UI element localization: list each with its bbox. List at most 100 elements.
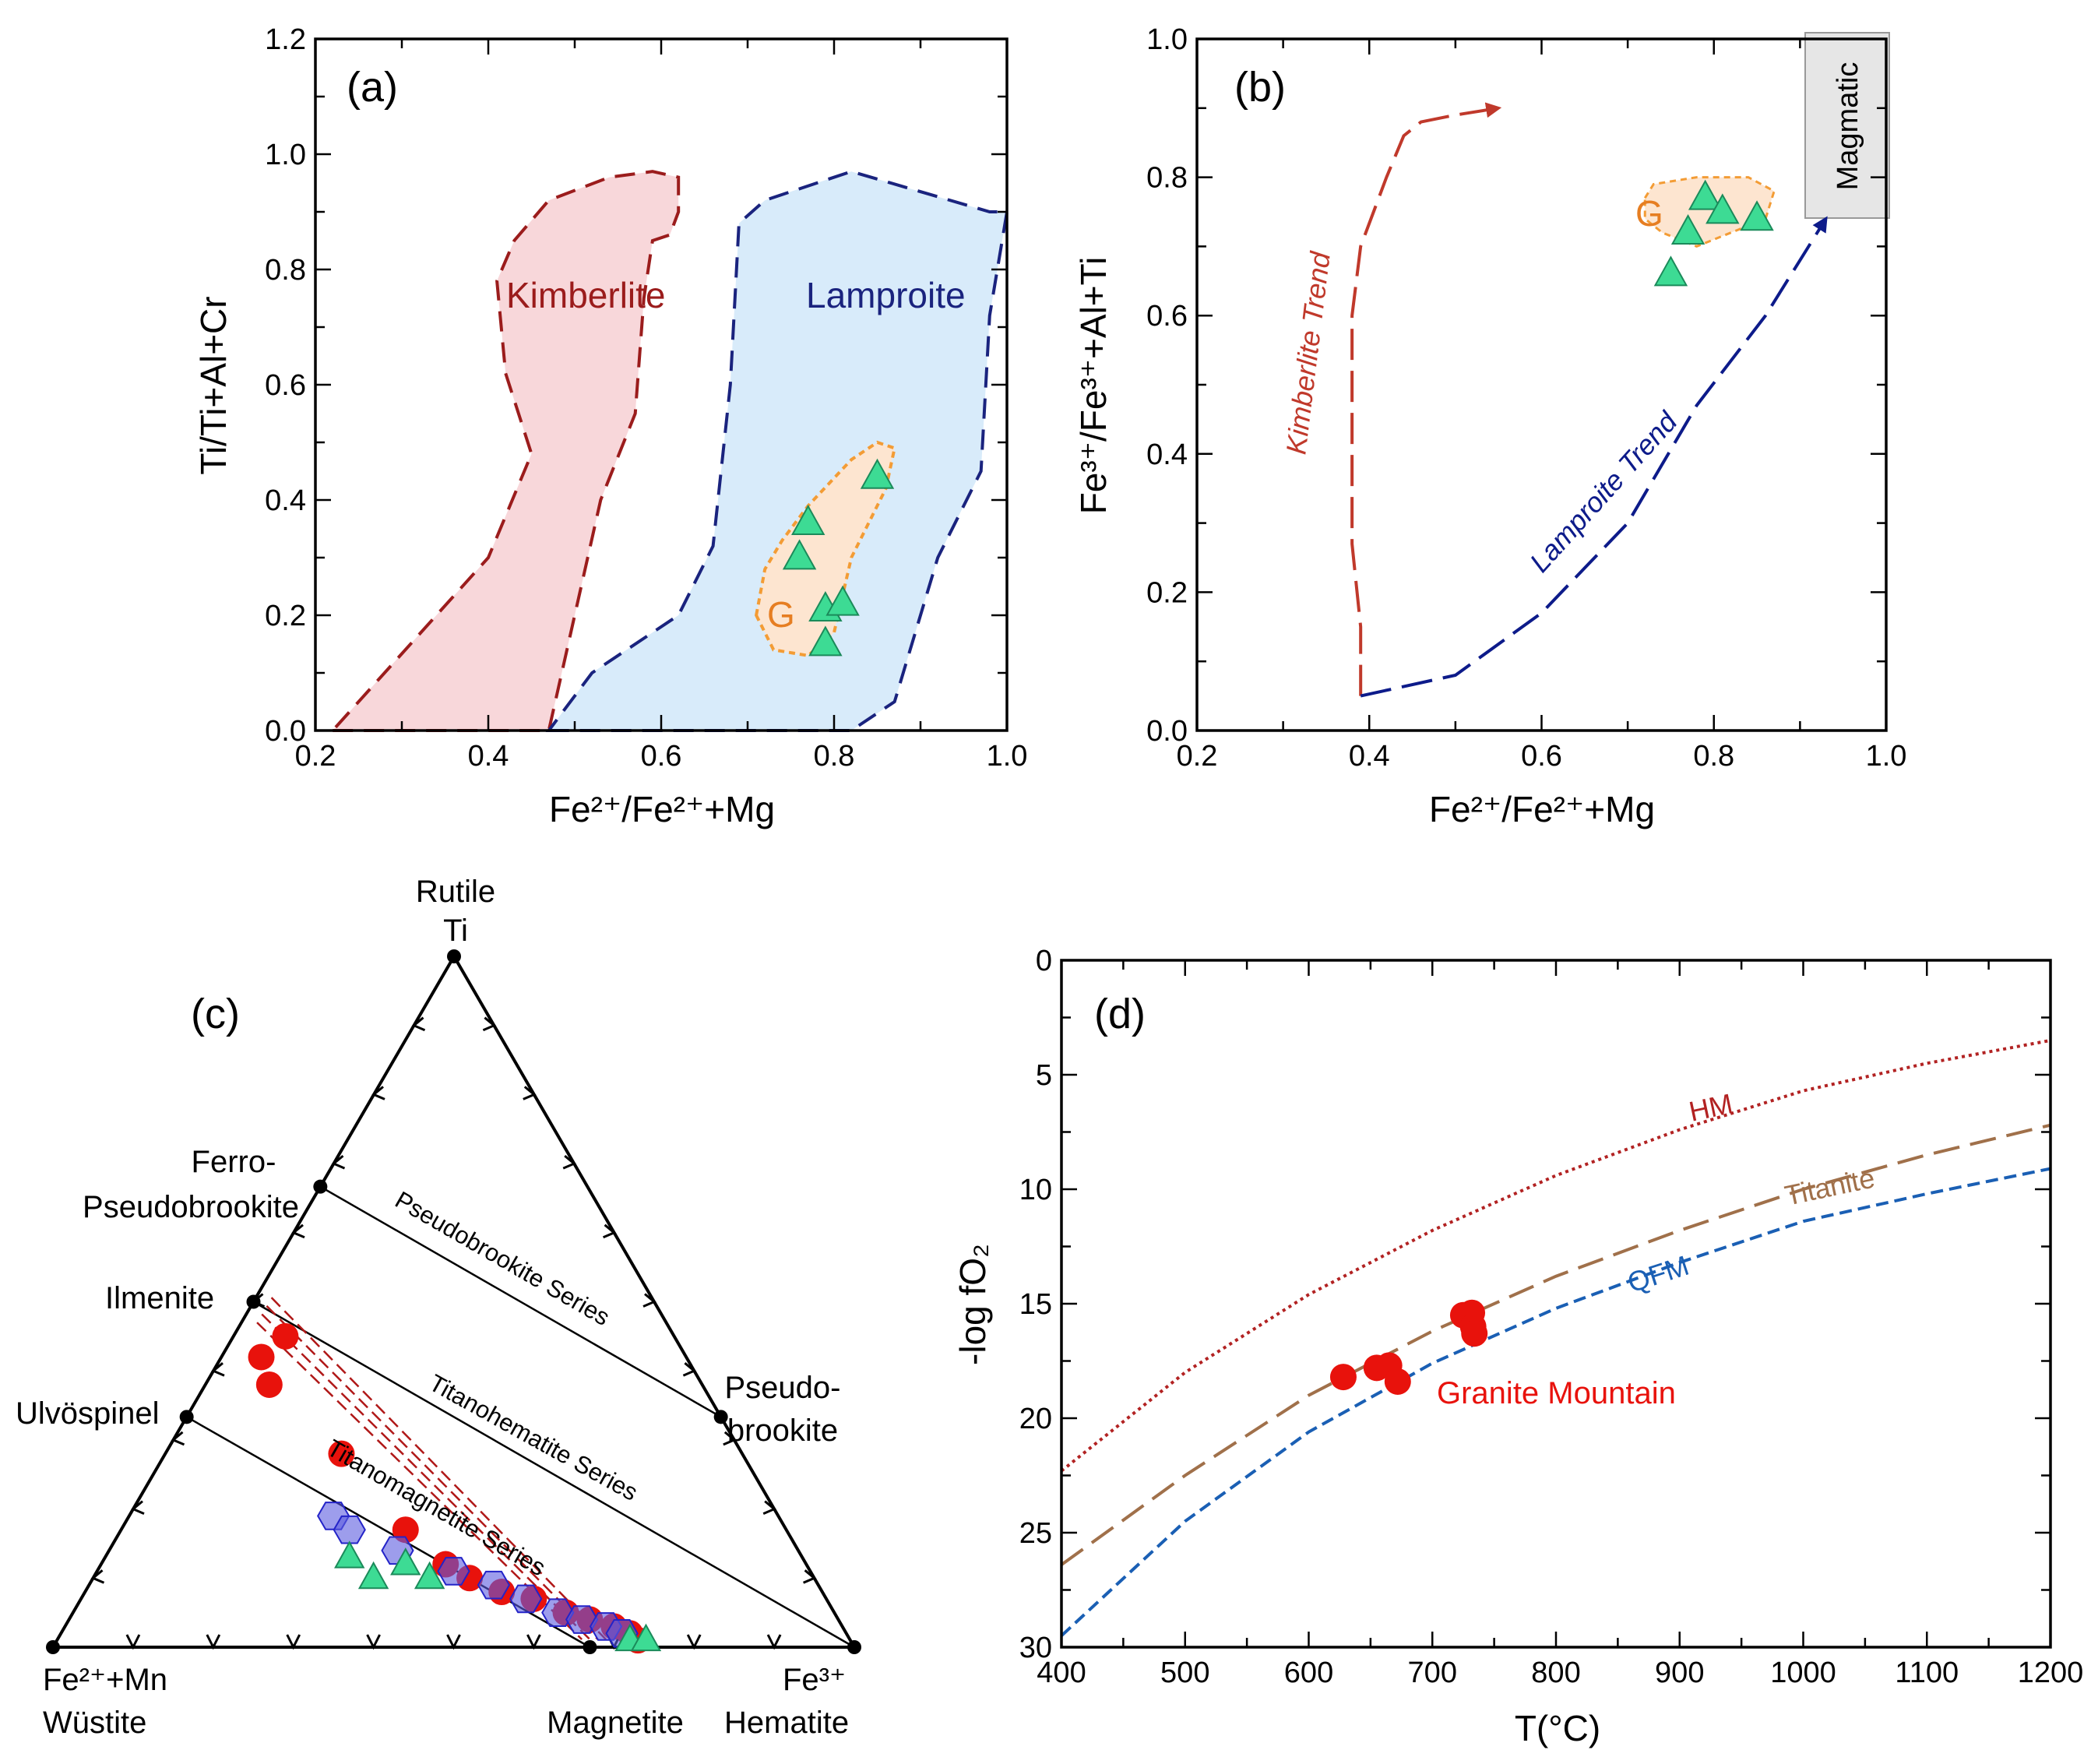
panel-a: 0.2 0.4 0.6 0.8 1.00.00.20.40.60.81.01.2 (a)… <box>193 23 1027 829</box>
field-kimberlite <box>329 170 681 732</box>
curve-label-hm: HM <box>1686 1087 1735 1128</box>
panel-b-ytick-label: 0.8 <box>1146 162 1188 195</box>
vertex-fe3: Fe³⁺ <box>783 1663 846 1697</box>
ternary-tick-left <box>411 1016 426 1032</box>
ternary-tick-right <box>642 1293 657 1308</box>
field-g <box>1643 176 1776 248</box>
field-label-kimberlite: Kimberlite <box>506 275 666 315</box>
ternary-node <box>583 1640 597 1654</box>
panel-b-xlabel: Fe²⁺/Fe²⁺+Mg <box>1429 789 1655 829</box>
ternary-node <box>246 1294 261 1309</box>
granite-mountain-point <box>1653 255 1688 287</box>
panel-d-xtick-label: 900 <box>1655 1657 1704 1689</box>
ternary-tick-right <box>682 1362 697 1377</box>
vertex-wustite: Wüstite <box>43 1706 146 1740</box>
panel-a-xtick-label: 0.6 <box>641 740 682 773</box>
ternary-point-red <box>328 1440 355 1467</box>
panel-b-ytick-label: 0.2 <box>1146 576 1188 609</box>
panel-b-ylabel: Fe³⁺/Fe³⁺+Al+Ti <box>1073 257 1114 515</box>
ternary-tick-bottom <box>206 1634 221 1650</box>
pseudobrookite-series-line <box>319 1185 722 1418</box>
panel-d-ytick-label: 15 <box>1019 1288 1052 1321</box>
granite-mountain-point <box>808 625 843 657</box>
granite-mountain-point <box>791 504 825 535</box>
lamproite-trend-label: Lamproite Trend <box>1523 405 1684 578</box>
granite-mountain-point <box>1740 200 1774 231</box>
ternary-tick-right <box>562 1154 577 1170</box>
curve-qfm <box>1060 1167 2051 1637</box>
panel-a-label: (a) <box>347 64 398 111</box>
panel-d-ytick-label: 0 <box>1036 945 1052 977</box>
ternary-point-green <box>357 1561 389 1590</box>
mineral-ulvospinel: Ulvöspinel <box>16 1396 160 1431</box>
ternary-node <box>313 1179 328 1194</box>
ternary-tick-bottom <box>766 1634 782 1650</box>
ternary-point-blue <box>333 1515 366 1544</box>
ternary-tick-bottom <box>446 1634 461 1650</box>
ternary-tick-left <box>331 1154 346 1170</box>
granite-mountain-point <box>1706 193 1740 224</box>
ternary-tick-right <box>762 1500 777 1515</box>
panel-d: 400 500 600 700 800 900 1000 1100 1200 0 5 10 15 20 25… <box>952 945 2083 1748</box>
vertex-ti: Ti <box>443 914 468 948</box>
ternary-point-green <box>630 1623 662 1652</box>
ternary-point-blue <box>437 1557 470 1586</box>
mineral-ilmenite: Ilmenite <box>105 1281 214 1315</box>
field-lamproite <box>545 170 1009 732</box>
panel-b-frame <box>1195 37 1888 732</box>
vertex-hematite: Hematite <box>724 1706 849 1740</box>
granite-mountain-point <box>1384 1368 1411 1395</box>
granite-mountain-point <box>1670 213 1706 245</box>
ternary-tick-right <box>603 1224 617 1239</box>
vertex-rutile: Rutile <box>416 875 495 909</box>
field-label-g: G <box>767 594 795 635</box>
panel-a-ytick-label: 1.0 <box>265 139 306 171</box>
ternary-tick-right <box>803 1569 817 1584</box>
panel-b-label: (b) <box>1234 64 1286 111</box>
panel-a-xtick-label: 0.2 <box>295 740 336 773</box>
ternary-tick-bottom <box>366 1634 381 1650</box>
panel-b-ytick-label: 1.0 <box>1146 23 1188 56</box>
panel-b-ytick-label: 0.6 <box>1146 300 1188 333</box>
panel-a-ytick-label: 0.6 <box>265 369 306 402</box>
panel-a-xtick-label: 1.0 <box>987 740 1028 773</box>
panel-d-ylabel: -log fO₂ <box>952 1244 993 1365</box>
mineral-ferro-pseudobrookite: Pseudobrookite <box>83 1190 299 1224</box>
ternary-node <box>847 1640 861 1654</box>
mixing-line <box>266 1305 599 1640</box>
panel-a-ytick-label: 0.4 <box>265 484 306 517</box>
kimberlite-trend-label: Kimberlite Trend <box>1280 249 1336 456</box>
granite-mountain-point <box>1329 1364 1357 1391</box>
panel-d-xlabel: T(°C) <box>1515 1708 1600 1748</box>
panel-b-xtick-label: 0.6 <box>1521 740 1562 773</box>
panel-b-xtick-label: 0.4 <box>1349 740 1390 773</box>
ternary-point-red <box>248 1343 275 1371</box>
ternary-tick-right <box>723 1431 737 1446</box>
ternary-tick-bottom <box>686 1634 702 1650</box>
series-label-pseudobrookite: Pseudobrookite Series <box>390 1186 614 1331</box>
panel-d-ytick-label: 5 <box>1036 1059 1052 1092</box>
ternary-point-green <box>390 1547 421 1576</box>
ternary-tick-right <box>523 1086 537 1100</box>
trend-kimberlite <box>1350 102 1502 696</box>
granite-mountain-point <box>1461 1320 1488 1347</box>
trend-lamproite <box>1360 216 1828 698</box>
mineral-pseudo: Pseudo- <box>725 1371 841 1405</box>
panel-d-ytick-label: 20 <box>1019 1403 1052 1435</box>
mineral-ferro: Ferro- <box>192 1145 276 1179</box>
ternary-point-green <box>414 1561 445 1590</box>
panel-a-xtick-label: 0.4 <box>468 740 509 773</box>
panel-d-frame <box>1060 959 2052 1649</box>
ternary-point-green <box>334 1540 365 1569</box>
granite-mountain-point <box>782 539 817 570</box>
ternary-tick-left <box>211 1362 225 1377</box>
mineral-magnetite: Magnetite <box>547 1706 684 1740</box>
magmatic-box <box>1804 32 1890 219</box>
panel-a-ytick-label: 0.2 <box>265 600 306 632</box>
panel-d-xtick-label: 500 <box>1160 1657 1209 1689</box>
panel-d-xtick-label: 1200 <box>2018 1657 2084 1689</box>
ternary-point-red <box>272 1322 299 1350</box>
ternary-tick-right <box>482 1016 497 1032</box>
panel-c: (c) Rutile Ti Fe²⁺+Mn Wüstite Fe³⁺ Hemat… <box>16 875 861 1740</box>
